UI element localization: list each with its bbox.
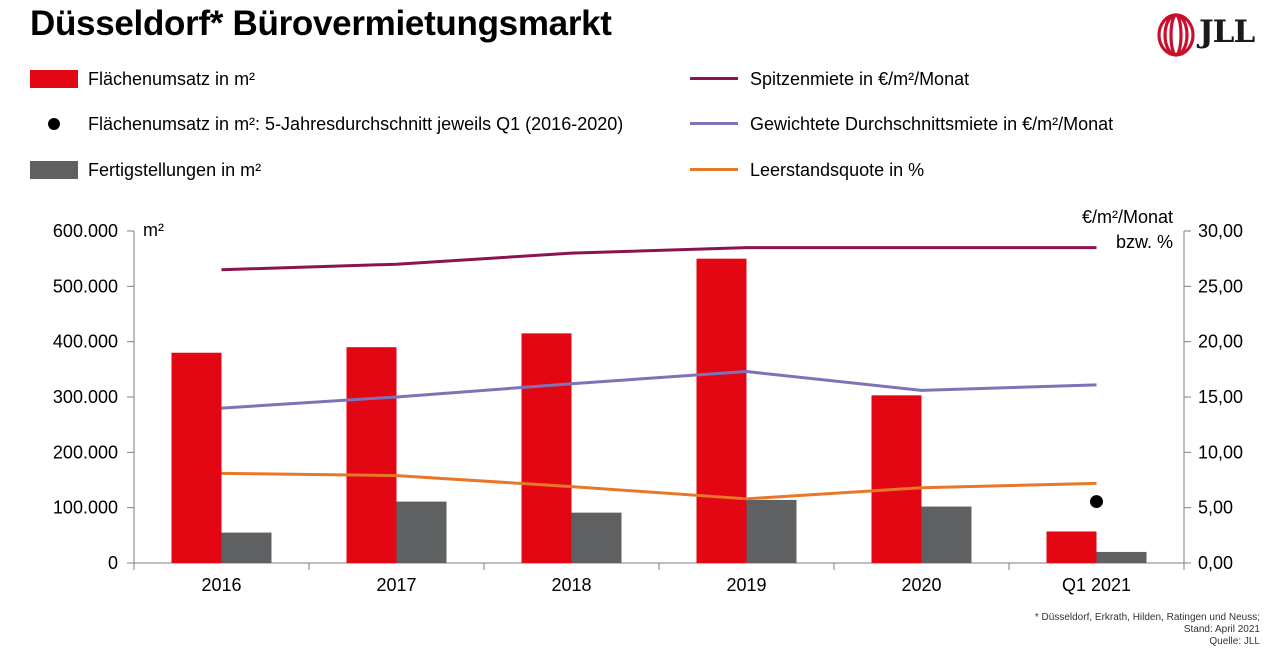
bar-fertigstellungen [921,506,972,563]
x-tick-label: 2020 [901,575,941,595]
bar-fertigstellungen [396,501,447,563]
x-tick-label: 2019 [726,575,766,595]
legend-label-flaechenumsatz: Flächenumsatz in m² [88,69,256,89]
x-tick-label: 2016 [201,575,241,595]
line-spitzenmiete [221,246,1097,272]
jll-logo-icon [1157,13,1195,57]
bar-flaechenumsatz [871,395,922,563]
y-right-tick-label: 0,00 [1198,553,1233,573]
bar-flaechenumsatz [696,258,747,563]
footnote-date: Stand: April 2021 [1183,624,1260,635]
x-tick-label: 2018 [551,575,591,595]
legend-line-durchschnittsmiete [690,122,738,125]
y-left-tick-label: 200.000 [53,442,118,462]
y-right-unit-label-2: bzw. % [1116,232,1173,252]
y-right-tick-label: 5,00 [1198,498,1233,518]
legend-label-durchschnitt: Flächenumsatz in m²: 5-Jahresdurchschnit… [88,114,624,134]
y-left-tick-label: 400.000 [53,332,118,352]
x-tick-label: Q1 2021 [1062,575,1131,595]
line-leerstand [221,471,1097,501]
bar-flaechenumsatz [521,333,572,563]
y-right-tick-label: 10,00 [1198,442,1243,462]
legend-swatch-flaechenumsatz [30,70,78,88]
legend-label-fertigstellungen: Fertigstellungen in m² [88,160,262,180]
y-left-tick-label: 0 [108,553,118,573]
point-5-jahresdurchschnitt [1090,495,1103,509]
legend-dot-durchschnitt [48,118,60,130]
y-left-tick-label: 500.000 [53,276,118,296]
x-tick-label: 2017 [376,575,416,595]
bar-flaechenumsatz [171,352,222,563]
bar-fertigstellungen [746,499,797,563]
footnote-regions: * Düsseldorf, Erkrath, Hilden, Ratingen … [1034,612,1260,623]
y-right-tick-label: 25,00 [1198,276,1243,296]
y-left-tick-label: 100.000 [53,498,118,518]
legend-label-durchschnittsmiete: Gewichtete Durchschnittsmiete in €/m²/Mo… [750,114,1114,134]
bar-flaechenumsatz [1046,531,1097,563]
legend-line-leerstand [690,168,738,171]
legend-swatch-fertigstellungen [30,161,78,179]
legend-label-leerstand: Leerstandsquote in % [750,160,925,180]
y-right-tick-label: 20,00 [1198,332,1243,352]
bar-fertigstellungen [1096,551,1147,563]
jll-logo-text: JLL [1199,14,1255,50]
footnote: * Düsseldorf, Erkrath, Hilden, Ratingen … [1035,612,1260,648]
page-title: Düsseldorf* Bürovermietungsmarkt [30,4,612,43]
legend-label-spitzenmiete: Spitzenmiete in €/m²/Monat [750,69,970,89]
bar-fertigstellungen [221,532,272,563]
bar-flaechenumsatz [346,347,397,563]
y-left-tick-label: 300.000 [53,387,118,407]
footnote-source: Quelle: JLL [1209,636,1260,647]
y-right-tick-label: 15,00 [1198,387,1243,407]
line-durchschnittsmiete [221,370,1097,410]
y-left-tick-label: 600.000 [53,221,118,241]
y-right-tick-label: 30,00 [1198,221,1243,241]
legend-line-spitzenmiete [690,77,738,80]
y-right-unit-label: €/m²/Monat [1082,207,1173,227]
bar-fertigstellungen [571,512,622,563]
y-left-unit-label: m² [143,220,164,240]
